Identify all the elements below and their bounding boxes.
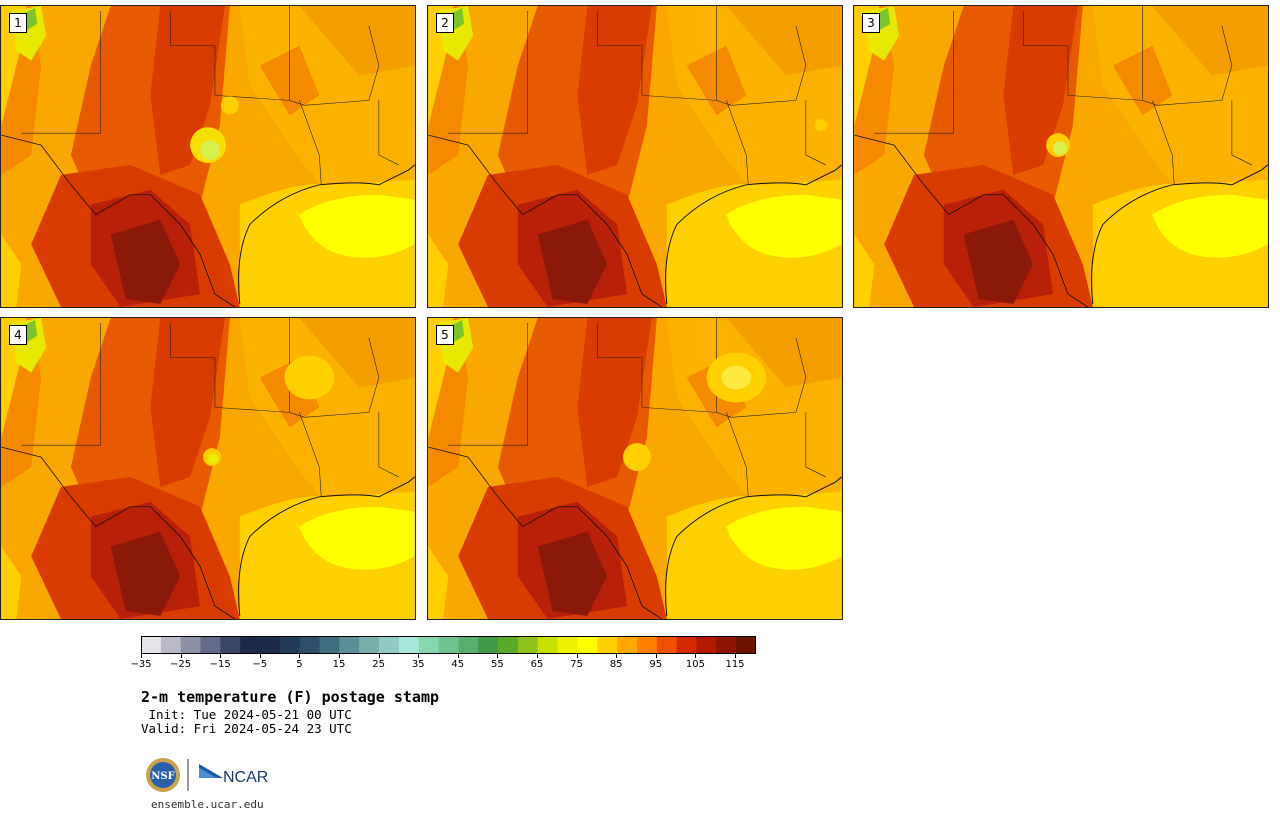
colorbar-tick-label: 115 bbox=[725, 659, 745, 670]
colorbar-swatch bbox=[240, 636, 261, 654]
colorbar-tick-label: 35 bbox=[411, 659, 425, 670]
colorbar-swatch bbox=[617, 636, 638, 654]
colorbar-tick-label: 105 bbox=[685, 659, 705, 670]
colorbar-swatch bbox=[577, 636, 598, 654]
map-panel-2: 2 bbox=[427, 5, 843, 308]
colorbar-ticks: −35 −25 −15 −5 5 15 25 35 45 55 65 75 85 95 105 115 bbox=[130, 654, 781, 674]
colorbar-swatch bbox=[141, 636, 162, 654]
colorbar-tick-label: −5 bbox=[252, 659, 268, 670]
colorbar-tick-label: −35 bbox=[130, 659, 152, 670]
colorbar-swatch bbox=[200, 636, 221, 654]
colorbar-tick-label: 55 bbox=[491, 659, 504, 670]
colorbar-tick-label: −25 bbox=[170, 659, 192, 670]
temperature-map bbox=[1, 6, 415, 307]
colorbar-tick bbox=[418, 654, 420, 658]
colorbar-swatch bbox=[359, 636, 380, 654]
colorbar-tick-label: 65 bbox=[530, 659, 544, 670]
init-time: Init: Tue 2024-05-21 00 UTC bbox=[141, 707, 352, 722]
colorbar-swatch bbox=[736, 636, 756, 654]
colorbar-tick bbox=[180, 654, 182, 658]
colorbar-tick-label: 15 bbox=[332, 659, 346, 670]
logos: NSF NCAR bbox=[145, 756, 275, 794]
temperature-map bbox=[854, 6, 1268, 307]
ncar-logo-icon: NCAR bbox=[199, 764, 268, 786]
colorbar-swatch bbox=[636, 636, 658, 654]
map-panel-3: 3 bbox=[853, 5, 1269, 308]
colorbar-swatch bbox=[557, 636, 578, 654]
colorbar bbox=[141, 636, 756, 654]
colorbar-tick bbox=[497, 654, 499, 658]
colorbar-tick bbox=[735, 654, 736, 658]
temperature-map bbox=[428, 318, 842, 619]
colorbar-swatch bbox=[260, 636, 281, 654]
colorbar-tick bbox=[616, 654, 618, 658]
colorbar-swatch bbox=[438, 636, 459, 654]
ncar-logo-text: NCAR bbox=[223, 769, 268, 786]
colorbar-tick bbox=[259, 654, 261, 658]
colorbar-swatch bbox=[716, 636, 737, 654]
colorbar-swatch bbox=[696, 636, 717, 654]
colorbar-swatch bbox=[478, 636, 499, 654]
valid-time: Valid: Fri 2024-05-24 23 UTC bbox=[141, 721, 352, 736]
colorbar-swatch bbox=[180, 636, 202, 654]
colorbar-tick-label: 95 bbox=[649, 659, 663, 670]
colorbar-tick-label: 75 bbox=[570, 659, 583, 670]
colorbar-tick-label: −15 bbox=[209, 659, 231, 670]
member-label: 3 bbox=[862, 13, 880, 33]
member-label: 5 bbox=[436, 325, 454, 345]
colorbar-tick bbox=[299, 654, 301, 658]
colorbar-swatch bbox=[537, 636, 559, 654]
member-label: 4 bbox=[9, 325, 27, 345]
colorbar-swatch bbox=[299, 636, 321, 654]
plot-title: 2-m temperature (F) postage stamp bbox=[141, 688, 440, 706]
colorbar-tick bbox=[655, 654, 657, 658]
colorbar-swatch bbox=[339, 636, 360, 654]
colorbar-tick bbox=[378, 654, 380, 658]
colorbar-swatch bbox=[498, 636, 519, 654]
colorbar-swatch bbox=[597, 636, 618, 654]
colorbar-swatch bbox=[656, 636, 678, 654]
member-label: 2 bbox=[436, 13, 454, 33]
map-panel-4: 4 bbox=[0, 317, 416, 620]
colorbar-tick-label: 45 bbox=[451, 659, 465, 670]
colorbar-swatch bbox=[160, 636, 182, 654]
colorbar-tick-label: 5 bbox=[296, 659, 303, 670]
colorbar-tick bbox=[457, 654, 459, 658]
nsf-logo-text: NSF bbox=[151, 771, 174, 782]
colorbar-tick bbox=[220, 654, 222, 658]
colorbar-tick bbox=[339, 654, 340, 658]
colorbar-tick bbox=[141, 654, 142, 658]
colorbar-swatch bbox=[458, 636, 479, 654]
member-label: 1 bbox=[9, 13, 27, 33]
colorbar-tick-label: 85 bbox=[609, 659, 623, 670]
colorbar-tick bbox=[695, 654, 697, 658]
colorbar-tick-label: 25 bbox=[372, 659, 385, 670]
colorbar-tick bbox=[537, 654, 538, 658]
temperature-map bbox=[1, 318, 415, 619]
colorbar-swatch bbox=[517, 636, 539, 654]
map-panel-5: 5 bbox=[427, 317, 843, 620]
map-panel-1: 1 bbox=[0, 5, 416, 308]
temperature-map bbox=[428, 6, 842, 307]
colorbar-swatch bbox=[676, 636, 697, 654]
colorbar-tick bbox=[576, 654, 578, 658]
colorbar-swatch bbox=[220, 636, 241, 654]
colorbar-swatch bbox=[279, 636, 301, 654]
nsf-logo-icon: NSF bbox=[146, 758, 180, 792]
colorbar-swatch bbox=[379, 636, 400, 654]
colorbar-swatch bbox=[418, 636, 440, 654]
colorbar-swatch bbox=[319, 636, 340, 654]
footer-url: ensemble.ucar.edu bbox=[151, 798, 264, 811]
colorbar-swatch bbox=[398, 636, 420, 654]
